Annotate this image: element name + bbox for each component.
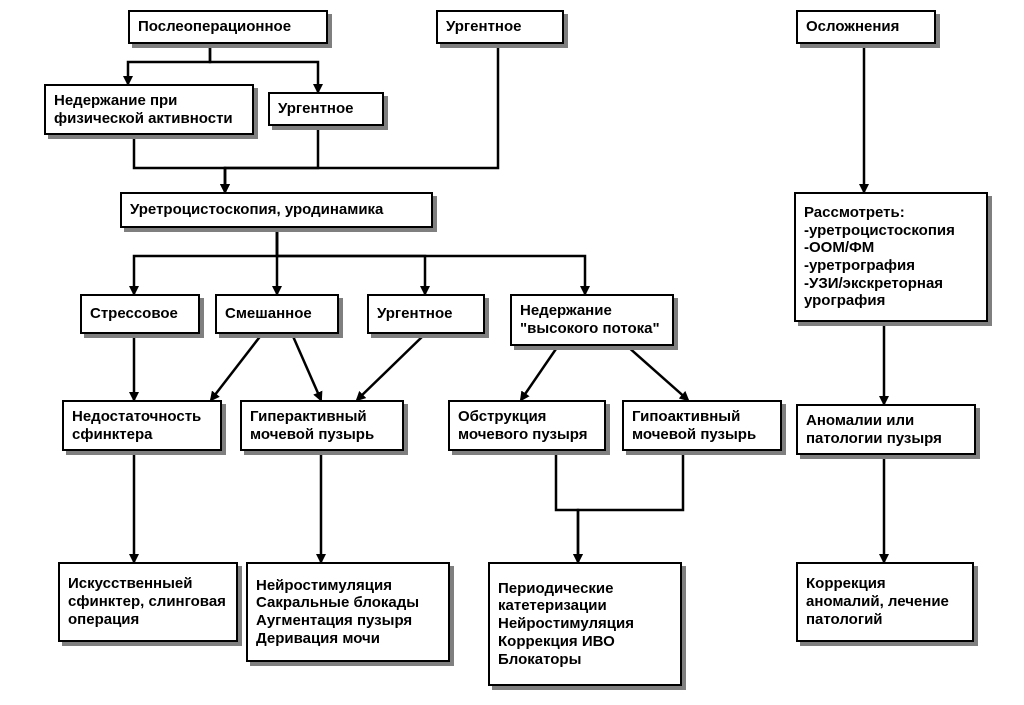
node-n6: Уретроцистоскопия, уродинамика: [120, 192, 433, 228]
node-n13: Гиперактивный мочевой пузырь: [240, 400, 404, 451]
edge-n6-n10: [277, 228, 425, 294]
node-label: Гиперактивный мочевой пузырь: [250, 408, 374, 443]
node-n17: Искусственныей сфинктер, слинговая опера…: [58, 562, 238, 642]
node-label: Недостаточность сфинктера: [72, 408, 201, 443]
edge-n15-n19: [578, 450, 683, 562]
node-n7: Рассмотреть: -уретроцистоскопия -ООМ/ФМ …: [794, 192, 988, 322]
edge-n9-n13: [292, 334, 321, 400]
edge-n9-n12: [211, 334, 262, 400]
node-n15: Гипоактивный мочевой пузырь: [622, 400, 782, 451]
node-n11: Недержание "высокого потока": [510, 294, 674, 346]
node-label: Ургентное: [278, 100, 353, 118]
edge-n6-n11: [277, 228, 585, 294]
node-label: Недержание "высокого потока": [520, 302, 660, 337]
node-label: Смешанное: [225, 305, 312, 323]
node-label: Аномалии или патологии пузыря: [806, 412, 942, 447]
node-n8: Стрессовое: [80, 294, 200, 334]
node-label: Уретроцистоскопия, уродинамика: [130, 201, 383, 219]
node-label: Коррекция аномалий, лечение патологий: [806, 575, 949, 628]
node-label: Недержание при физической активности: [54, 92, 233, 127]
node-label: Нейростимуляция Сакральные блокады Аугме…: [256, 577, 419, 648]
edge-n6-n8: [134, 228, 277, 294]
node-label: Искусственныей сфинктер, слинговая опера…: [68, 575, 226, 628]
node-n4: Недержание при физической активности: [44, 84, 254, 135]
node-n5: Ургентное: [268, 92, 384, 126]
node-label: Обструкция мочевого пузыря: [458, 408, 588, 443]
node-label: Ургентное: [446, 18, 521, 36]
node-label: Периодические катетеризации Нейростимуля…: [498, 580, 634, 668]
node-n12: Недостаточность сфинктера: [62, 400, 222, 451]
edge-n14-n19: [556, 450, 578, 562]
node-n3: Осложнения: [796, 10, 936, 44]
node-label: Гипоактивный мочевой пузырь: [632, 408, 756, 443]
node-n10: Ургентное: [367, 294, 485, 334]
node-label: Стрессовое: [90, 305, 178, 323]
node-n1: Послеоперационное: [128, 10, 328, 44]
edge-n11-n14: [521, 346, 558, 400]
node-n19: Периодические катетеризации Нейростимуля…: [488, 562, 682, 686]
node-n9: Смешанное: [215, 294, 339, 334]
node-label: Ургентное: [377, 305, 452, 323]
node-label: Осложнения: [806, 18, 899, 36]
edge-n11-n15: [627, 346, 688, 400]
node-label: Рассмотреть: -уретроцистоскопия -ООМ/ФМ …: [804, 204, 978, 310]
edge-n5-n6: [225, 126, 318, 192]
node-n14: Обструкция мочевого пузыря: [448, 400, 606, 451]
node-n16: Аномалии или патологии пузыря: [796, 404, 976, 455]
node-n18: Нейростимуляция Сакральные блокады Аугме…: [246, 562, 450, 662]
node-n2: Ургентное: [436, 10, 564, 44]
edge-n4-n6: [134, 134, 225, 192]
edge-n10-n13: [357, 334, 425, 400]
edge-n1-n4: [128, 44, 210, 84]
node-n20: Коррекция аномалий, лечение патологий: [796, 562, 974, 642]
flowchart-canvas: Послеоперационное Ургентное Осложнения Неде…: [0, 0, 1024, 705]
node-label: Послеоперационное: [138, 18, 291, 36]
